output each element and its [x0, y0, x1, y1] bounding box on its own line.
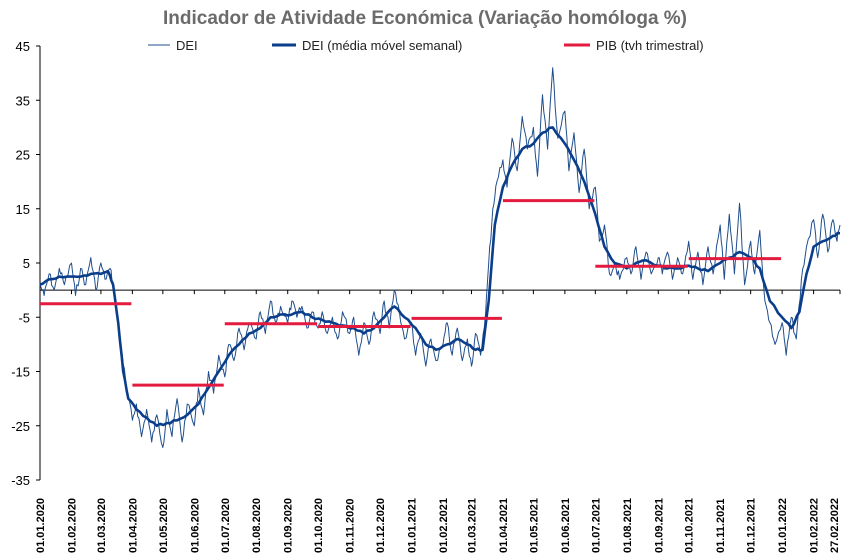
x-tick-label-14: 01.03.2021: [466, 498, 478, 553]
x-tick-label-8: 01.09.2020: [283, 498, 295, 553]
y-tick-label-3: -5: [18, 310, 30, 325]
x-tick-label-17: 01.06.2021: [560, 498, 572, 553]
x-tick-label-11: 01.12.2020: [375, 498, 387, 553]
x-tick-label-16: 01.05.2021: [528, 498, 540, 553]
x-tick-label-20: 01.09.2021: [653, 498, 665, 553]
x-tick-label-25: 01.02.2022: [809, 498, 821, 553]
x-tick-label-12: 01.01.2021: [407, 498, 419, 553]
x-tick-label-26: 27.02.2022: [829, 498, 841, 553]
x-tick-label-10: 01.11.2020: [345, 499, 357, 553]
series-dei-media-movel-line: [39, 126, 841, 428]
y-tick-label-4: 5: [23, 256, 30, 271]
x-tick-label-19: 01.08.2021: [622, 498, 634, 553]
x-tick-label-23: 01.12.2021: [746, 498, 758, 553]
legend-label-pib: PIB (tvh trimestral): [596, 37, 704, 53]
legend-label-dei: DEI: [176, 37, 198, 53]
x-tick-label-21: 01.10.2021: [684, 498, 696, 553]
legend-item-dei-media-movel: DEI (média móvel semanal): [272, 37, 462, 53]
legend-label-dei-media-movel: DEI (média móvel semanal): [302, 37, 463, 53]
legend-swatch-pib: [564, 43, 590, 47]
y-tick-label-7: 35: [16, 93, 30, 108]
y-tick-label-1: -25: [11, 419, 30, 434]
legend-item-pib: PIB (tvh trimestral): [564, 37, 704, 53]
y-tick-label-5: 15: [16, 202, 30, 217]
x-tick-label-13: 01.02.2021: [438, 498, 450, 553]
legend-item-dei: DEI: [148, 37, 198, 53]
x-tick-label-9: 01.10.2020: [313, 498, 325, 553]
x-tick-label-15: 01.04.2021: [498, 498, 510, 553]
legend-swatch-dei: [148, 44, 170, 46]
legend-swatch-dei-media-movel: [272, 43, 296, 47]
x-tick-label-5: 01.06.2020: [189, 498, 201, 553]
y-tick-label-6: 25: [16, 148, 30, 163]
x-tick-label-1: 01.02.2020: [66, 498, 78, 553]
x-tick-label-6: 01.07.2020: [220, 498, 232, 553]
y-tick-label-8: 45: [16, 39, 30, 54]
y-tick-label-2: -15: [11, 365, 30, 380]
chart-title: Indicador de Atividade Económica (Variaç…: [162, 8, 688, 29]
x-tick-label-24: 01.01.2022: [777, 498, 789, 553]
x-tick-label-18: 01.07.2021: [590, 498, 602, 553]
y-tick-label-0: -35: [11, 473, 30, 488]
x-tick-label-4: 01.05.2020: [158, 498, 170, 553]
x-tick-label-7: 01.08.2020: [251, 498, 263, 553]
x-tick-label-22: 01.11.2021: [715, 499, 727, 553]
x-tick-label-2: 01.03.2020: [96, 498, 108, 553]
x-tick-label-3: 01.04.2020: [127, 498, 139, 553]
x-tick-label-0: 01.01.2020: [35, 498, 47, 553]
